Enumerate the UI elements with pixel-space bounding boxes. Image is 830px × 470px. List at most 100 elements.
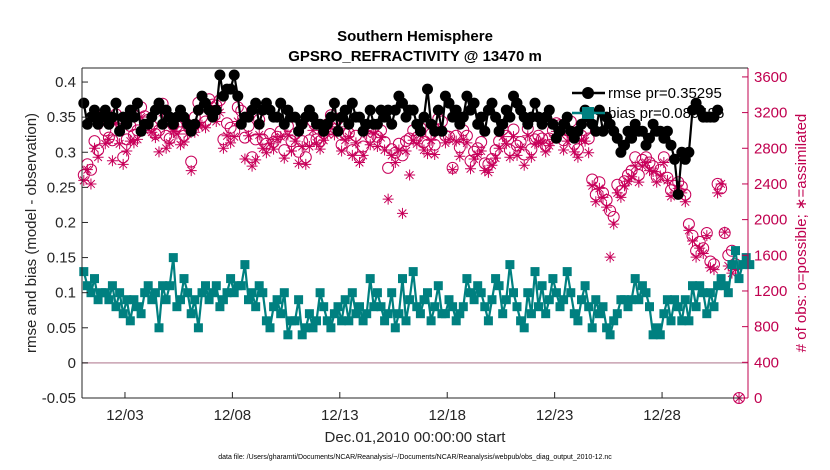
obs-assimilated-marker [597, 191, 609, 203]
bias-point [698, 288, 708, 298]
bias-point [559, 295, 569, 305]
rmse-point [339, 104, 351, 116]
obs-assimilated-marker [243, 130, 254, 142]
bias-point [308, 323, 318, 333]
obs-assimilated-marker [174, 139, 186, 151]
rmse-point [443, 97, 455, 109]
obs-assimilated-marker [576, 134, 587, 146]
obs-assimilated-marker [382, 193, 394, 205]
obs-assimilated-marker [396, 207, 408, 219]
bias-point [154, 323, 164, 333]
bias-point [469, 295, 479, 305]
bias-point [365, 274, 375, 284]
bias-point [272, 295, 282, 305]
obs-assimilated-marker [336, 145, 348, 157]
obs-possible-marker [604, 204, 617, 217]
obs-assimilated-marker [651, 176, 663, 188]
bias-point [93, 295, 103, 305]
obs-assimilated-marker [307, 124, 319, 136]
bias-point [408, 267, 418, 277]
bias-point [602, 323, 612, 333]
rmse-point [418, 111, 430, 123]
rmse-point [271, 111, 283, 123]
obs-assimilated-marker [654, 170, 666, 182]
obs-assimilated-marker [450, 135, 462, 147]
bias-point [562, 267, 572, 277]
bias-point [566, 288, 576, 298]
obs-assimilated-marker [149, 132, 161, 144]
bias-point [86, 288, 96, 298]
bias-point [125, 316, 135, 326]
obs-assimilated-marker [701, 230, 713, 242]
bias-point [401, 316, 411, 326]
bias-point [79, 267, 89, 277]
bias-point [448, 302, 458, 312]
bias-point [591, 295, 601, 305]
obs-assimilated-marker [633, 176, 645, 188]
bias-point [380, 316, 390, 326]
obs-assimilated-marker [164, 137, 176, 149]
bias-point [541, 309, 551, 319]
obs-assimilated-marker [629, 160, 641, 172]
bias-point [458, 302, 468, 312]
obs-assimilated-marker [425, 134, 437, 146]
bias-point [140, 288, 150, 298]
rmse-point [121, 118, 133, 130]
bias-point [677, 316, 687, 326]
bias-point [695, 281, 705, 291]
bias-point [523, 288, 533, 298]
bias-point [612, 309, 622, 319]
rmse-point [461, 90, 473, 102]
y-right-tick-label: 2800 [754, 140, 787, 157]
obs-assimilated-marker [264, 138, 276, 150]
bias-point [645, 302, 654, 312]
obs-assimilated-marker [389, 157, 401, 169]
bias-point [247, 288, 257, 298]
x-tick-label: 12/08 [214, 407, 252, 424]
rmse-point [497, 118, 509, 130]
obs-assimilated-marker [694, 242, 706, 254]
obs-assimilated-marker [486, 159, 498, 171]
y-right-tick-label: 1200 [754, 283, 787, 300]
obs-assimilated-marker [468, 153, 480, 165]
bias-point [276, 309, 286, 319]
y-right-tick-label: 3200 [754, 105, 787, 122]
obs-assimilated-marker [522, 130, 534, 142]
obs-assimilated-marker [443, 133, 455, 145]
y-left-tick-label: 0.3 [55, 144, 76, 161]
obs-assimilated-marker [593, 182, 605, 194]
x-ticks: 12/03 12/08 12/13 12/18 12/23 12/28 [106, 392, 681, 424]
bias-point [670, 295, 680, 305]
bias-point [551, 288, 561, 298]
bias-point [387, 288, 397, 298]
obs-assimilated-marker [92, 151, 104, 163]
obs-assimilated-marker [303, 140, 315, 152]
obs-assimilated-marker [683, 224, 695, 236]
obs-assimilated-marker [364, 139, 376, 151]
bias-point [254, 281, 264, 291]
bias-point [244, 295, 253, 305]
bias-point [673, 302, 683, 312]
bias-point [727, 260, 737, 270]
obs-assimilated-marker [368, 128, 380, 140]
bias-point [627, 295, 637, 305]
obs-assimilated-marker [608, 218, 620, 230]
y-axis-left-label: rmse and bias (model - observation) [23, 113, 40, 353]
obs-assimilated-marker [246, 160, 258, 172]
rmse-point [128, 111, 140, 123]
obs-assimilated-marker [497, 131, 509, 143]
bias-point [609, 316, 619, 326]
bias-point [301, 323, 311, 333]
bias-point [419, 295, 429, 305]
rmse-point [626, 132, 638, 144]
obs-assimilated-marker [579, 135, 591, 147]
legend: rmse pr=0.35295 bias pr=0.089496 [572, 85, 724, 122]
bias-point [179, 274, 189, 284]
bias-point [82, 281, 92, 291]
rmse-point [669, 153, 681, 165]
obs-assimilated-marker [160, 142, 172, 154]
obs-assimilated-marker [300, 158, 312, 170]
bias-point [666, 316, 676, 326]
bias-point [623, 302, 633, 312]
rmse-point [99, 104, 111, 116]
